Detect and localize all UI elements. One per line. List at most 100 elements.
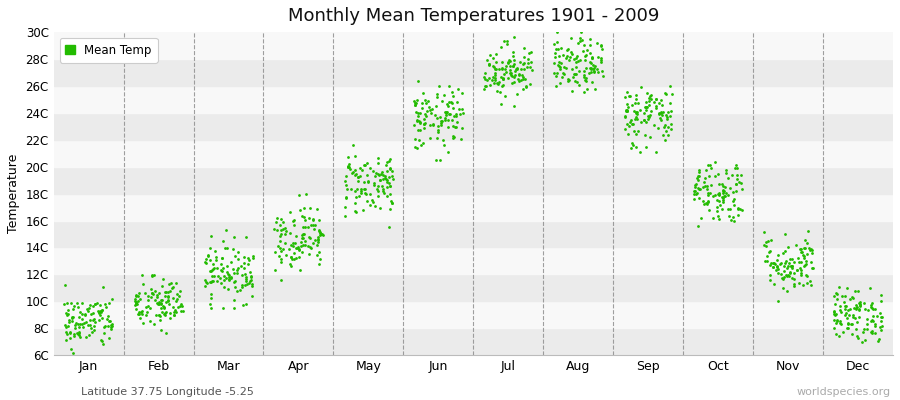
Point <box>764 260 778 266</box>
Point <box>502 57 517 64</box>
Point <box>87 316 102 322</box>
Point <box>306 222 320 228</box>
Point <box>238 278 253 284</box>
Point <box>630 100 644 106</box>
Point <box>726 213 741 220</box>
Point <box>584 66 598 72</box>
Point <box>659 128 673 134</box>
Point <box>627 100 642 106</box>
Point <box>413 110 428 116</box>
Point <box>213 267 228 274</box>
Point <box>625 140 639 146</box>
Point <box>224 274 238 280</box>
Point <box>644 92 659 99</box>
Point <box>653 117 668 123</box>
Point <box>292 247 306 254</box>
Point <box>718 170 733 176</box>
Point <box>140 308 155 315</box>
Point <box>723 185 737 192</box>
Point <box>583 42 598 48</box>
Point <box>104 324 118 330</box>
Point <box>338 195 353 202</box>
Point <box>619 101 634 107</box>
Point <box>410 144 425 151</box>
Point <box>150 294 165 300</box>
Point <box>376 188 391 194</box>
Point <box>871 336 886 342</box>
Point <box>380 168 394 174</box>
Point <box>423 135 437 141</box>
Point <box>843 320 858 327</box>
Point <box>735 207 750 214</box>
Point <box>580 46 595 53</box>
Point <box>293 207 308 213</box>
Point <box>586 69 600 76</box>
Point <box>594 46 608 52</box>
Point <box>203 295 218 301</box>
Point <box>631 128 645 134</box>
Point <box>506 49 520 55</box>
Point <box>304 222 319 228</box>
Point <box>303 244 318 250</box>
Point <box>731 212 745 218</box>
Point <box>868 321 882 327</box>
Point <box>285 243 300 249</box>
Point <box>375 169 390 176</box>
Point <box>504 72 518 79</box>
Point <box>155 283 169 290</box>
Point <box>520 64 535 71</box>
Point <box>874 318 888 324</box>
Point <box>620 108 634 114</box>
Point <box>440 101 454 107</box>
Point <box>728 188 742 195</box>
Point <box>455 124 470 131</box>
Point <box>492 65 507 72</box>
Point <box>220 263 234 270</box>
Point <box>312 230 327 236</box>
Point <box>630 109 644 116</box>
Point <box>849 305 863 312</box>
Point <box>86 317 100 323</box>
Point <box>423 122 437 128</box>
Point <box>104 322 118 328</box>
Point <box>692 186 706 193</box>
Point <box>159 289 174 296</box>
Point <box>92 316 106 323</box>
Point <box>829 310 843 317</box>
Point <box>162 281 176 287</box>
Point <box>663 108 678 114</box>
Point <box>780 244 795 250</box>
Point <box>803 278 817 284</box>
Point <box>231 265 246 272</box>
Point <box>59 300 74 306</box>
Point <box>622 123 636 130</box>
Point <box>367 203 382 209</box>
Point <box>90 308 104 314</box>
Point <box>131 311 146 318</box>
Point <box>428 112 442 118</box>
Point <box>562 54 577 60</box>
Point <box>663 121 678 128</box>
Point <box>486 74 500 80</box>
Point <box>203 279 218 286</box>
Point <box>147 320 161 327</box>
Point <box>496 74 510 81</box>
Point <box>687 195 701 202</box>
Point <box>833 302 848 309</box>
Point <box>438 108 453 115</box>
Point <box>594 43 608 49</box>
Point <box>211 278 225 285</box>
Point <box>227 233 241 240</box>
Point <box>724 172 739 178</box>
Point <box>829 320 843 326</box>
Point <box>224 259 238 265</box>
Point <box>227 297 241 303</box>
Point <box>806 265 820 272</box>
Point <box>858 326 872 333</box>
Point <box>586 66 600 72</box>
Point <box>356 207 370 214</box>
Point <box>173 288 187 294</box>
Point <box>209 257 223 264</box>
Point <box>571 57 585 64</box>
Point <box>656 132 670 138</box>
